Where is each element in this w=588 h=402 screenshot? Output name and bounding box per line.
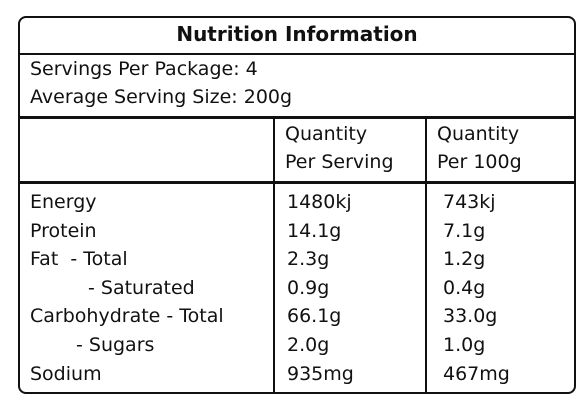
per-serving: 66.1g xyxy=(287,305,342,328)
per-100g: 467mg xyxy=(443,362,510,385)
per-serving: 1480kj xyxy=(287,191,352,213)
column-header: Quantity Per Serving xyxy=(285,123,394,173)
per-100g: 1.2g xyxy=(443,248,486,271)
per-serving: 0.9g xyxy=(287,276,330,299)
divider xyxy=(18,53,576,55)
nutrient-name: Energy xyxy=(30,191,97,213)
per-serving: 2.3g xyxy=(287,248,330,271)
nutrient-name: Carbohydrate - Total xyxy=(30,305,224,328)
nutrient-name: Fat - Total xyxy=(30,248,128,271)
per-100g: 743kj xyxy=(443,191,496,213)
per-serving: 2.0g xyxy=(287,334,330,356)
label-border xyxy=(18,16,576,394)
serving-size: Average Serving Size: 200g xyxy=(30,86,293,108)
per-100g: 0.4g xyxy=(443,276,486,299)
column-divider xyxy=(273,117,275,394)
nutrient-name: Sodium xyxy=(30,362,102,385)
divider xyxy=(18,181,576,184)
column-divider xyxy=(425,117,427,394)
servings-per-package: Servings Per Package: 4 xyxy=(30,58,258,80)
nutrient-name: - Saturated xyxy=(88,276,195,299)
column-header: Quantity Per 100g xyxy=(437,123,522,173)
per-serving: 935mg xyxy=(287,362,354,385)
nutrient-name: Protein xyxy=(30,219,97,242)
per-serving: 14.1g xyxy=(287,219,342,242)
per-100g: 1.0g xyxy=(443,334,486,356)
divider xyxy=(18,116,576,119)
per-100g: 33.0g xyxy=(443,305,498,328)
title: Nutrition Information xyxy=(176,22,418,46)
nutrient-name: - Sugars xyxy=(76,334,155,356)
per-100g: 7.1g xyxy=(443,219,486,242)
